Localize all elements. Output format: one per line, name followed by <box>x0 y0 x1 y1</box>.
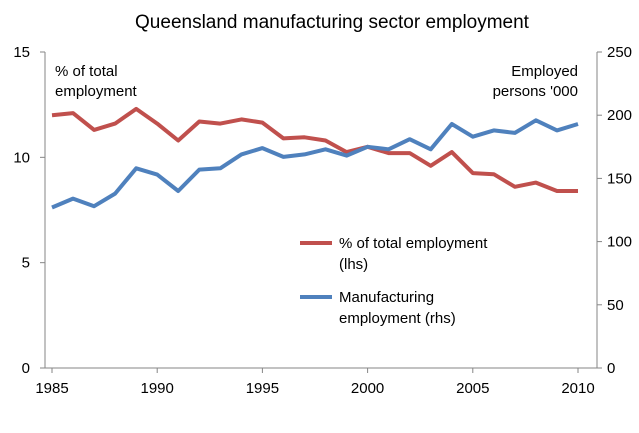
left-tick-label: 10 <box>13 149 30 166</box>
right-tick-label: 250 <box>607 44 632 61</box>
x-tick-label: 1990 <box>141 380 174 397</box>
series-line-manufacturing-employment <box>51 118 579 210</box>
x-tick-label: 2000 <box>351 380 384 397</box>
right-tick-label: 50 <box>607 297 624 314</box>
series-line-pct-employment <box>51 106 578 193</box>
legend-label: (lhs) <box>339 256 368 273</box>
legend-label: Manufacturing <box>339 289 434 306</box>
x-tick-label: 1995 <box>246 380 279 397</box>
left-tick-label: 5 <box>22 255 30 272</box>
left-axis-label-line1: % of total <box>55 63 118 80</box>
right-tick-label: 150 <box>607 170 632 187</box>
legend-label: employment (rhs) <box>339 310 456 327</box>
legend-label: % of total employment <box>339 235 488 252</box>
x-tick-label: 2005 <box>456 380 489 397</box>
left-tick-label: 0 <box>22 360 30 377</box>
right-tick-label: 100 <box>607 234 632 251</box>
right-tick-label: 200 <box>607 107 632 124</box>
left-tick-label: 15 <box>13 44 30 61</box>
right-axis-label-line1: Employed <box>511 63 578 80</box>
right-axis-label-line2: persons '000 <box>493 83 578 100</box>
chart-title: Queensland manufacturing sector employme… <box>135 12 530 33</box>
left-axis-label-line2: employment <box>55 83 138 100</box>
x-tick-label: 2010 <box>561 380 594 397</box>
x-tick-label: 1985 <box>35 380 68 397</box>
right-tick-label: 0 <box>607 360 615 377</box>
